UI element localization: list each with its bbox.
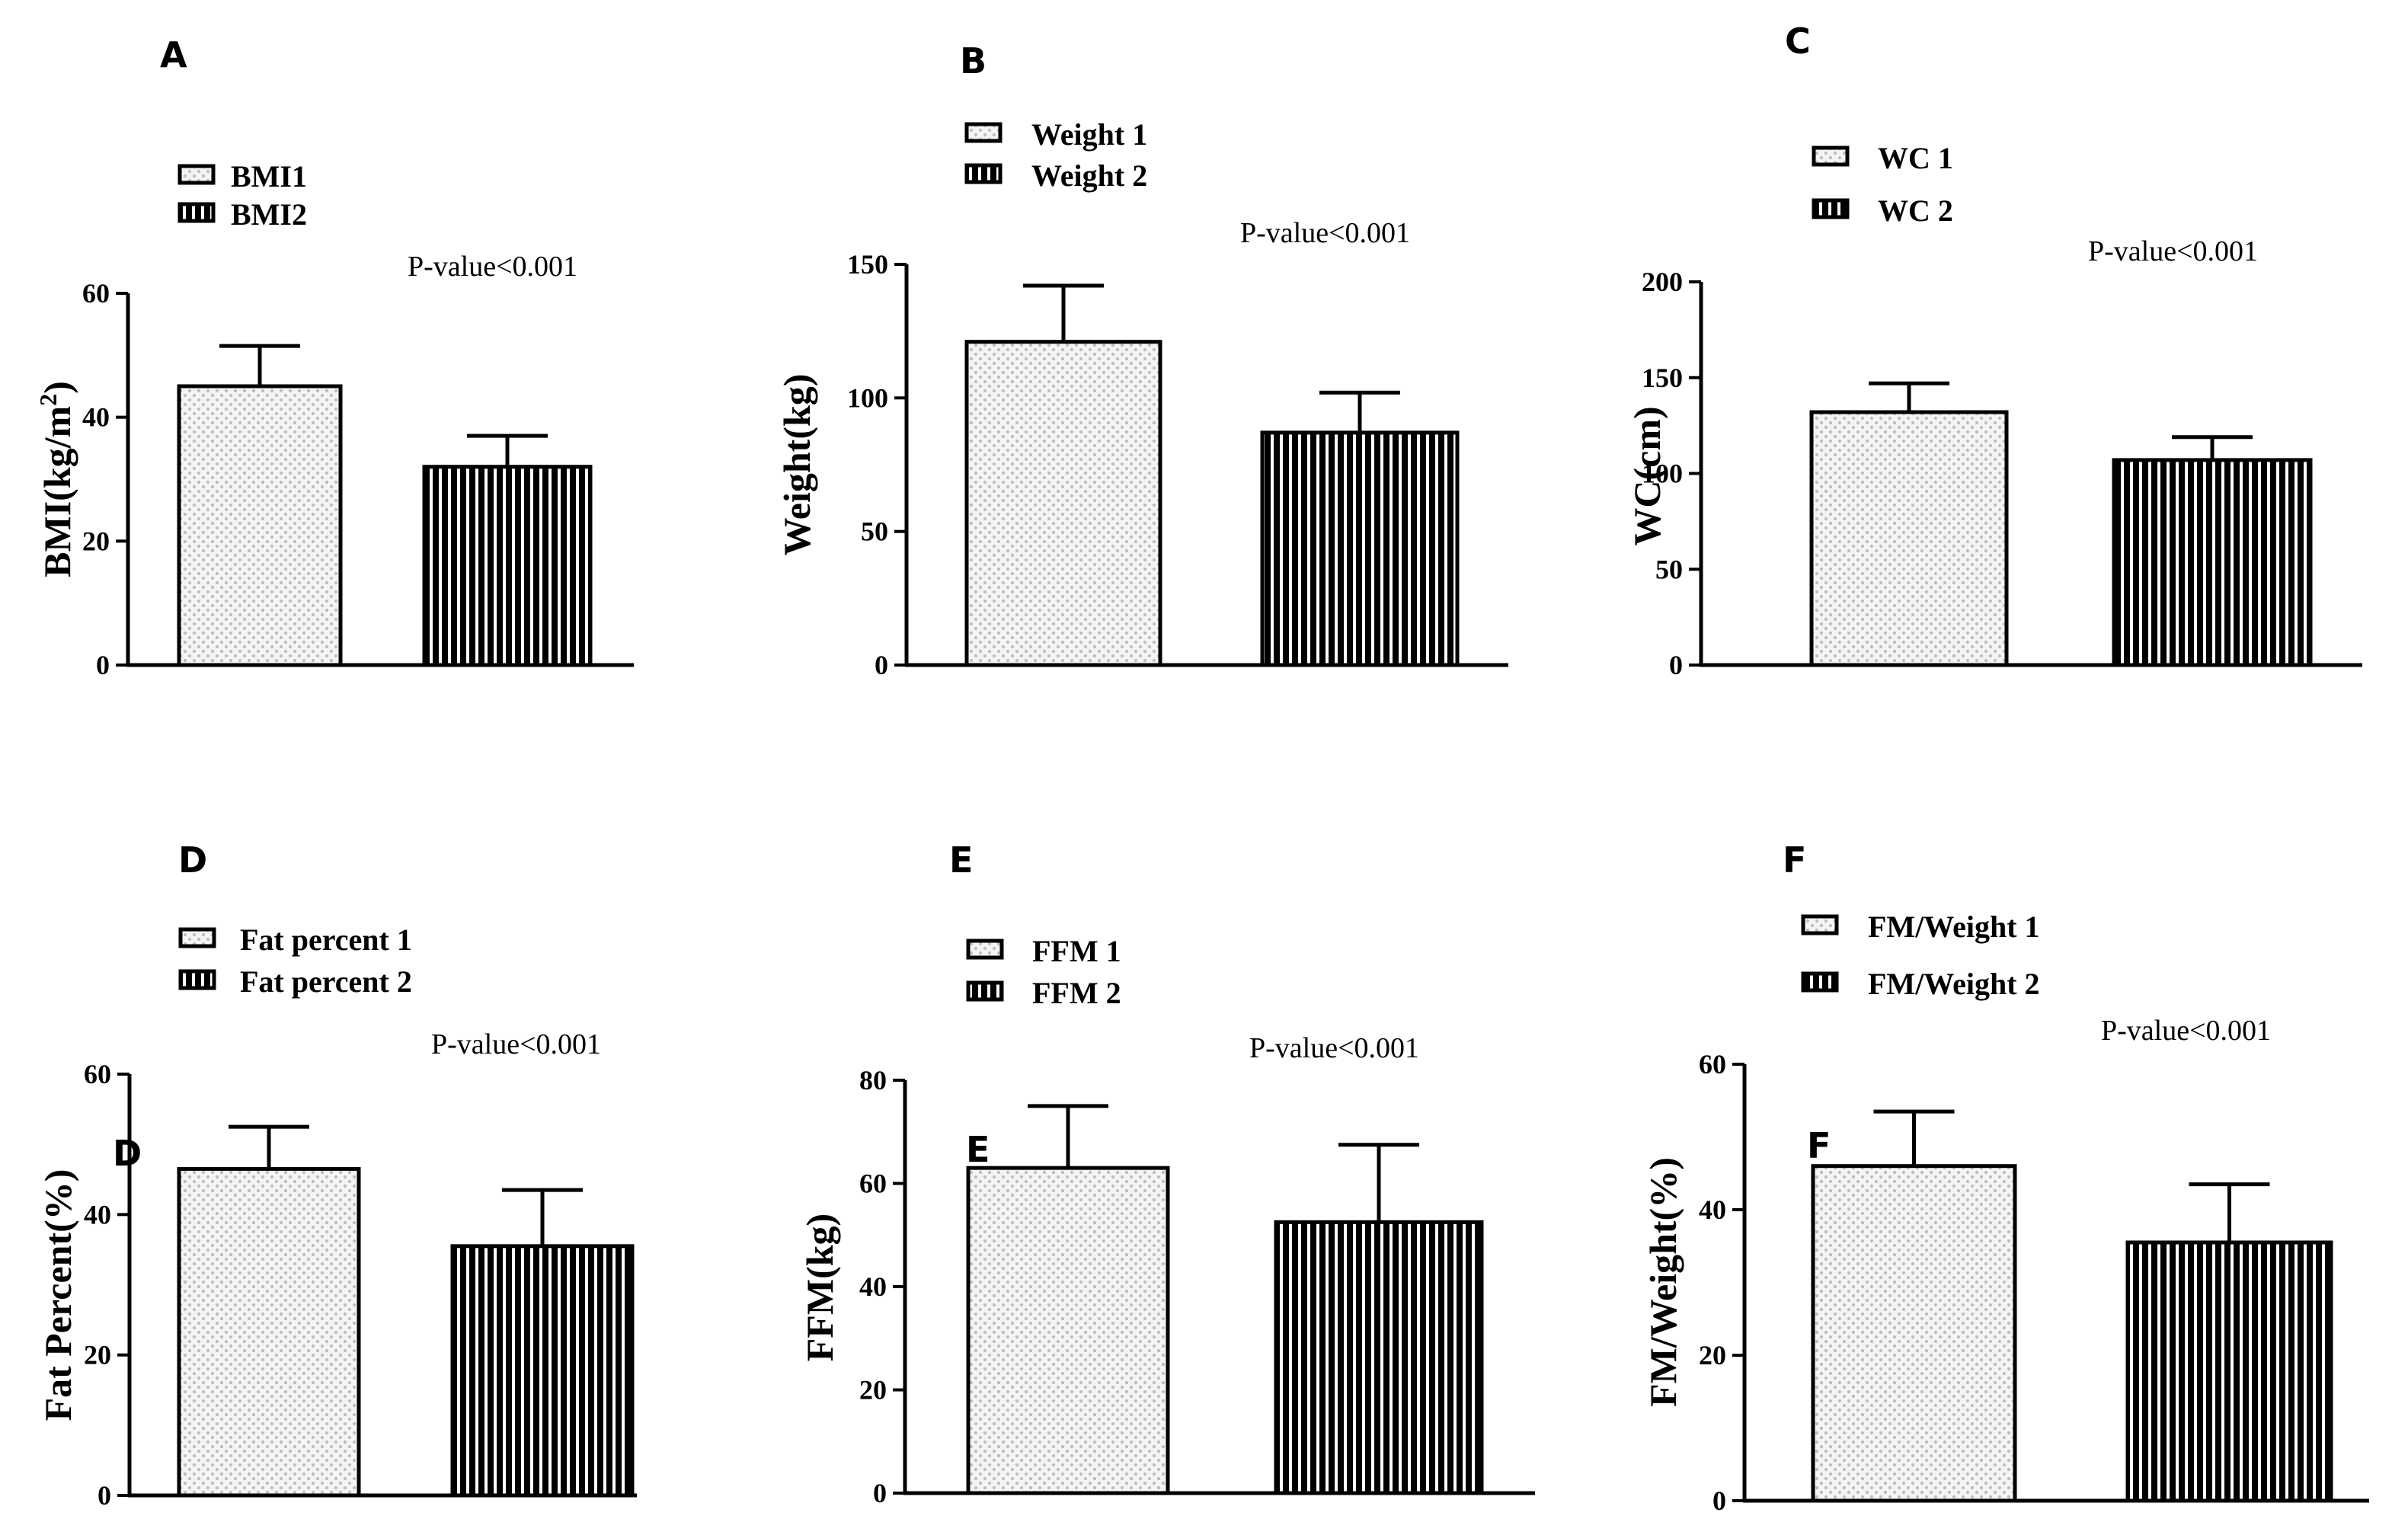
bar [177, 384, 343, 667]
legend-entry: FFM 2 [1032, 976, 1121, 1010]
panel-letter: A [160, 34, 187, 75]
legend-swatch [1801, 971, 1839, 993]
panel-letter: D [178, 839, 207, 881]
y-tick-label: 40 [82, 402, 110, 433]
y-tick-label: 50 [861, 516, 888, 547]
y-tick-label: 0 [875, 650, 888, 680]
y-tick-label: 0 [873, 1478, 887, 1508]
bar [422, 465, 593, 667]
legend-entry: WC 2 [1878, 193, 1953, 228]
inner-panel-letter: D [113, 1133, 142, 1174]
bar [966, 1166, 1170, 1495]
legend-entry: BMI2 [231, 197, 307, 232]
p-value-annotation: P-value<0.001 [431, 1028, 601, 1060]
legend-swatch [966, 939, 1004, 960]
legend-entry: FM/Weight 2 [1868, 967, 2040, 1001]
p-value-annotation: P-value<0.001 [2088, 235, 2258, 267]
y-tick-label: 20 [859, 1375, 887, 1405]
bar [1811, 1164, 2017, 1503]
y-tick-label: 200 [1642, 267, 1683, 297]
y-tick-label: 20 [1699, 1340, 1726, 1370]
bar [450, 1244, 635, 1498]
bar [177, 1166, 361, 1498]
bar [2112, 458, 2313, 667]
legend-entry: FFM 1 [1032, 934, 1121, 968]
y-tick-label: 0 [96, 650, 110, 680]
y-tick-label: 20 [84, 1340, 111, 1370]
y-tick-label: 0 [1669, 650, 1683, 680]
y-axis-label: FM/Weight(%) [1642, 1157, 1684, 1407]
chart-panel-e: E FFM 1 FFM 2 P-value<0.001 0 20 40 60 80 FFM(kg)… [798, 839, 1535, 1508]
legend-swatch [1801, 914, 1839, 935]
y-axis-label: WC(cm) [1626, 406, 1668, 545]
bar [964, 340, 1162, 667]
y-axis-label: FFM(kg) [798, 1214, 841, 1361]
y-axis-label-text: Fat Percent(%) [37, 1169, 79, 1421]
p-value-annotation: P-value<0.001 [2101, 1015, 2271, 1047]
bar [1260, 430, 1460, 667]
chart-panel-d: D Fat percent 1 Fat percent 2 P-value<0.001… [37, 839, 637, 1511]
y-axis-label: Fat Percent(%) [37, 1169, 79, 1421]
legend-swatch [178, 969, 216, 990]
legend-entry: Weight 2 [1031, 158, 1147, 193]
legend-swatch [177, 202, 216, 223]
y-tick-label: 60 [859, 1169, 887, 1199]
y-tick-label: 0 [1712, 1485, 1726, 1516]
legend-swatch [1812, 146, 1850, 167]
y-axis-label-text: WC(cm) [1626, 406, 1668, 545]
legend-swatch [964, 163, 1003, 184]
y-tick-label: 40 [1699, 1194, 1726, 1225]
inner-panel-letter: E [966, 1129, 990, 1170]
y-tick-label: 100 [847, 382, 888, 413]
y-tick-label: 40 [84, 1199, 111, 1230]
y-axis-label-end: ) [36, 381, 78, 394]
panel-letter: C [1785, 21, 1811, 62]
y-tick-label: 60 [82, 278, 110, 309]
y-axis-label-superscript: 2 [34, 394, 62, 406]
legend-entry: BMI1 [231, 159, 307, 193]
panel-letter: B [960, 40, 987, 82]
p-value-annotation: P-value<0.001 [1249, 1032, 1419, 1064]
y-tick-label: 150 [1642, 363, 1683, 393]
bar [1274, 1220, 1484, 1495]
y-tick-label: 100 [1642, 459, 1683, 489]
chart-panel-c: C WC 1 WC 2 P-value<0.001 0 50 100 150 200 WC(cm) [1626, 21, 2362, 680]
y-tick-label: 40 [859, 1271, 887, 1302]
y-axis-label-text: BMI(kg/m [36, 406, 78, 577]
legend-swatch [177, 164, 216, 185]
panel-letter: F [1783, 839, 1806, 881]
y-tick-label: 150 [847, 249, 888, 280]
p-value-annotation: P-value<0.001 [1240, 217, 1410, 249]
bar [1809, 410, 2009, 667]
legend-entry: Weight 1 [1031, 117, 1147, 152]
y-tick-label: 50 [1655, 554, 1683, 584]
y-tick-label: 60 [84, 1059, 111, 1089]
legend-swatch [964, 122, 1003, 143]
legend-entry: Fat percent 1 [240, 923, 412, 957]
legend-entry: FM/Weight 1 [1868, 910, 2040, 944]
legend-swatch [966, 980, 1004, 1002]
legend-entry: Fat percent 2 [240, 964, 412, 999]
p-value-annotation: P-value<0.001 [408, 251, 577, 283]
y-axis-label-text: FFM(kg) [798, 1214, 841, 1361]
y-axis-label-text: FM/Weight(%) [1642, 1157, 1684, 1407]
inner-panel-letter: F [1807, 1125, 1831, 1166]
chart-panel-a: A BMI1 BMI2 P-value<0.001 0 20 40 60 BMI(kg/m2) [34, 34, 634, 680]
chart-panel-f: F FM/Weight 1 FM/Weight 2 P-value<0.001 0 20 4… [1642, 839, 2369, 1516]
y-tick-label: 0 [98, 1480, 111, 1511]
y-tick-label: 80 [859, 1065, 887, 1095]
y-axis-label: Weight(kg) [775, 374, 818, 556]
bar [2125, 1240, 2333, 1503]
panel-letter: E [949, 839, 973, 881]
legend-swatch [178, 927, 216, 948]
y-tick-label: 60 [1699, 1049, 1726, 1079]
legend-swatch [1812, 198, 1850, 219]
legend-entry: WC 1 [1878, 141, 1953, 175]
y-tick-label: 20 [82, 526, 110, 556]
y-axis-label: BMI(kg/m2) [34, 381, 78, 577]
chart-panel-b: B Weight 1 Weight 2 P-value<0.001 0 50 100 150 W… [775, 40, 1508, 680]
y-axis-label-text: Weight(kg) [775, 374, 818, 556]
